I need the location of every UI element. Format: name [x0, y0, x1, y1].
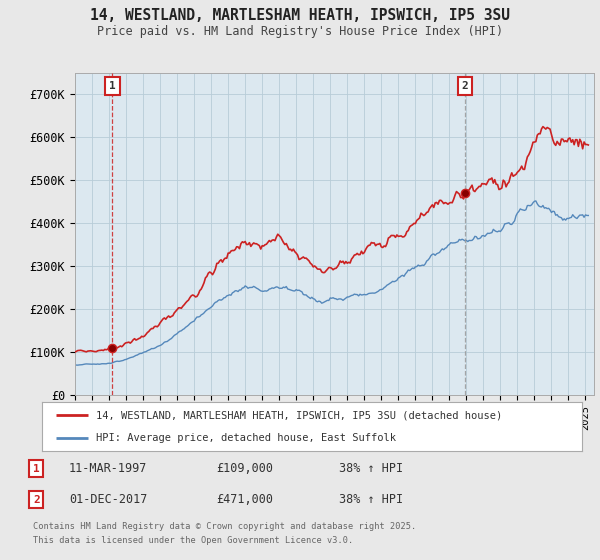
Text: This data is licensed under the Open Government Licence v3.0.: This data is licensed under the Open Gov… — [33, 536, 353, 545]
Text: £109,000: £109,000 — [216, 462, 273, 475]
Text: £471,000: £471,000 — [216, 493, 273, 506]
Text: 14, WESTLAND, MARTLESHAM HEATH, IPSWICH, IP5 3SU (detached house): 14, WESTLAND, MARTLESHAM HEATH, IPSWICH,… — [96, 410, 502, 421]
Text: 1: 1 — [109, 81, 116, 91]
Text: HPI: Average price, detached house, East Suffolk: HPI: Average price, detached house, East… — [96, 433, 396, 444]
Text: 01-DEC-2017: 01-DEC-2017 — [69, 493, 148, 506]
Text: 2: 2 — [461, 81, 469, 91]
Text: 11-MAR-1997: 11-MAR-1997 — [69, 462, 148, 475]
Text: 1: 1 — [33, 464, 40, 474]
Text: Contains HM Land Registry data © Crown copyright and database right 2025.: Contains HM Land Registry data © Crown c… — [33, 522, 416, 531]
Text: 14, WESTLAND, MARTLESHAM HEATH, IPSWICH, IP5 3SU: 14, WESTLAND, MARTLESHAM HEATH, IPSWICH,… — [90, 8, 510, 24]
Text: 38% ↑ HPI: 38% ↑ HPI — [339, 462, 403, 475]
Text: Price paid vs. HM Land Registry's House Price Index (HPI): Price paid vs. HM Land Registry's House … — [97, 25, 503, 38]
Text: 2: 2 — [33, 494, 40, 505]
Text: 38% ↑ HPI: 38% ↑ HPI — [339, 493, 403, 506]
